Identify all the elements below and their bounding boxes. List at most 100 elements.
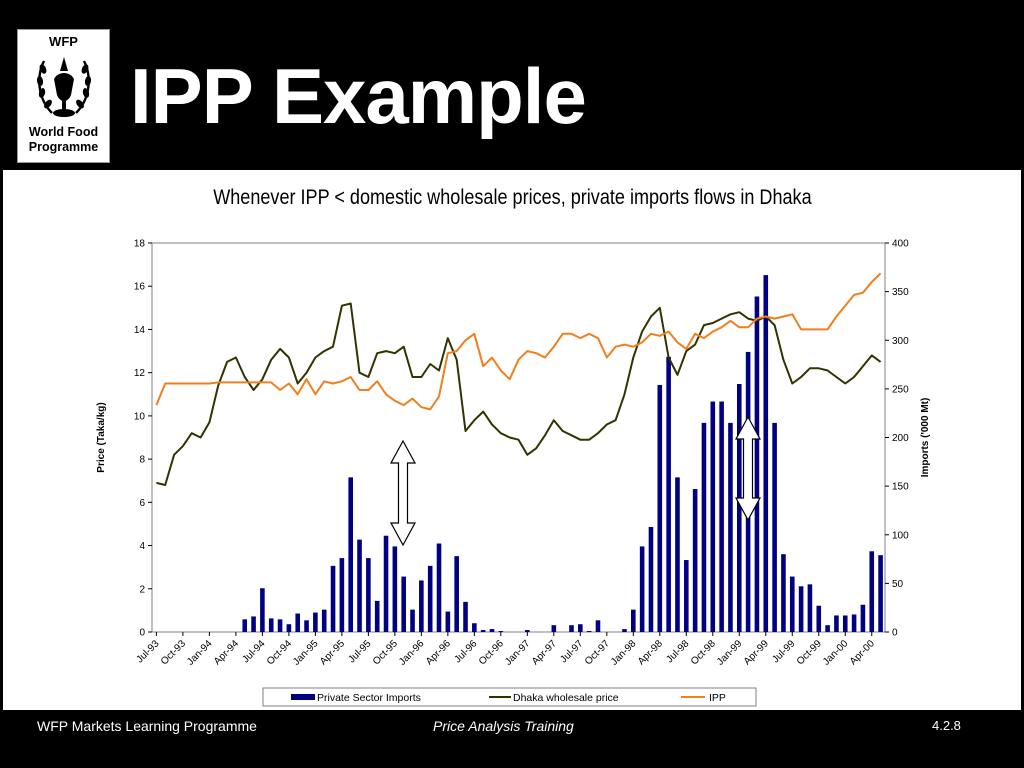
imports-bar	[339, 558, 345, 632]
imports-bar	[569, 625, 574, 632]
imports-bar	[321, 609, 327, 632]
x-axis-tick-label: Jan-95	[291, 638, 321, 668]
imports-bar	[268, 618, 274, 632]
x-axis-tick-label: Jul-94	[240, 638, 267, 665]
imports-bar	[454, 556, 459, 632]
logo-abbreviation: WFP	[49, 34, 78, 49]
right-axis-tick-label: 300	[892, 336, 909, 347]
slide-header: WFP World Food Prog	[0, 0, 1024, 168]
footer-slide-number: 4.2.8	[932, 718, 961, 733]
footer-programme: WFP Markets Learning Programme	[37, 718, 257, 734]
x-axis-tick-label: Jul-97	[558, 638, 585, 665]
imports-bar	[825, 625, 830, 632]
imports-bar	[489, 629, 495, 632]
left-axis-tick-label: 10	[134, 411, 146, 422]
imports-bar	[357, 539, 362, 632]
left-axis-tick-label: 12	[134, 368, 146, 379]
imports-bar	[736, 384, 742, 632]
imports-bar	[251, 616, 256, 632]
imports-bar	[366, 558, 371, 632]
wfp-emblem-icon	[36, 57, 92, 117]
imports-bar	[869, 551, 875, 632]
imports-bar	[710, 401, 716, 632]
imports-bar	[427, 565, 433, 632]
legend-label-ipp: IPP	[709, 692, 726, 704]
x-axis-tick-label: Apr-96	[424, 638, 453, 667]
ipp-line	[155, 272, 882, 411]
imports-bar	[383, 535, 389, 632]
imports-bar	[286, 624, 292, 632]
imports-bar	[525, 630, 530, 632]
imports-bar	[860, 604, 866, 632]
right-axis-tick-label: 250	[892, 384, 909, 395]
x-axis-tick-label: Apr-95	[318, 638, 347, 667]
imports-bar	[701, 422, 707, 632]
x-axis-tick-label: Apr-97	[530, 638, 559, 667]
left-axis-tick-label: 14	[134, 325, 146, 336]
x-axis-tick-label: Apr-94	[212, 638, 241, 667]
imports-bar	[781, 554, 786, 632]
imports-bar	[763, 275, 769, 632]
x-axis-tick-label: Jul-98	[664, 638, 691, 665]
x-axis-tick-label: Jul-93	[134, 638, 161, 665]
imports-bar	[631, 609, 636, 632]
imports-bar	[666, 356, 671, 632]
right-axis-tick-label: 100	[892, 530, 909, 541]
imports-bar	[348, 477, 354, 632]
x-axis-tick-label: Oct-96	[477, 638, 506, 667]
x-axis-tick-label: Jan-94	[185, 638, 215, 668]
legend-label-dhaka: Dhaka wholesale price	[513, 692, 619, 704]
imports-bar	[754, 296, 760, 632]
imports-bar	[789, 576, 795, 632]
right-axis-tick-label: 400	[892, 239, 909, 250]
legend-swatch-imports	[291, 694, 315, 700]
imports-bar	[816, 605, 822, 632]
right-axis-tick-label: 0	[892, 628, 898, 639]
right-axis-tick-label: 150	[892, 482, 909, 493]
imports-bar	[472, 623, 477, 632]
imports-bar	[657, 384, 663, 632]
x-axis-tick-label: Jul-96	[452, 638, 479, 665]
x-axis-tick-label: Apr-98	[636, 638, 665, 667]
imports-bar	[330, 565, 336, 632]
imports-bar	[719, 401, 724, 632]
left-axis-tick-label: 0	[139, 628, 145, 639]
x-axis-tick-label: Apr-99	[742, 638, 771, 667]
imports-bar	[842, 615, 848, 632]
ipp-chart: 0 2 4 6 8 10 12 14 16 18 0 50 100 150 200 250 300 350 400 P…	[96, 239, 931, 707]
imports-bar	[728, 422, 733, 632]
x-axis-tick-label: Oct-98	[689, 638, 718, 667]
imports-bar	[578, 624, 583, 632]
imports-bar	[304, 620, 309, 632]
imports-bar	[295, 613, 301, 632]
x-axis-tick-label: Oct-99	[795, 638, 824, 667]
x-axis-tick-label: Apr-00	[848, 638, 877, 667]
imports-bar	[595, 620, 601, 632]
imports-bar	[260, 588, 265, 632]
right-axis-tick-label: 50	[892, 579, 904, 590]
content-panel	[3, 170, 1021, 710]
right-axis-title: Imports ('000 Mt)	[920, 398, 931, 478]
double-arrow-icon	[734, 415, 762, 522]
left-axis-tick-label: 18	[134, 239, 146, 250]
x-axis-tick-label: Jan-99	[715, 638, 745, 668]
imports-bar	[313, 612, 318, 632]
imports-bar	[419, 580, 424, 632]
imports-bar	[834, 615, 839, 632]
double-arrow-icon	[389, 439, 417, 547]
imports-bar	[878, 555, 883, 632]
imports-bar	[463, 601, 468, 632]
left-axis-tick-label: 2	[139, 584, 145, 595]
logo-name-line1: World Food	[28, 125, 99, 139]
imports-bar	[498, 631, 504, 632]
x-axis-tick-label: Jul-95	[346, 638, 373, 665]
logo-name: World Food Programme	[18, 125, 109, 155]
imports-bar	[807, 584, 813, 632]
x-axis-tick-label: Jan-97	[503, 638, 533, 668]
imports-bar	[374, 600, 380, 632]
x-axis-tick-label: Jan-00	[821, 638, 851, 668]
imports-bar	[639, 546, 645, 632]
left-axis-tick-label: 4	[139, 541, 145, 552]
imports-bar	[675, 477, 680, 632]
imports-bar	[683, 560, 689, 632]
